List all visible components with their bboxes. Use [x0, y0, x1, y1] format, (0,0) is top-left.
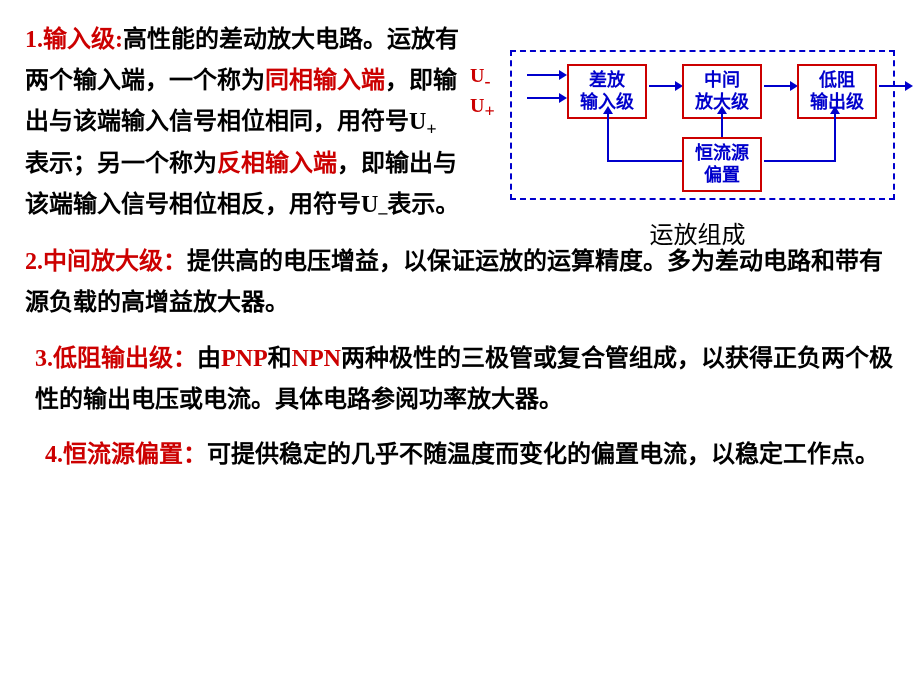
- arrow-2-3: [764, 85, 790, 87]
- arrow-4-to-1: [607, 114, 609, 162]
- u-plus-label: U+: [470, 95, 495, 122]
- paragraph-1: 1.输入级:高性能的差动放大电路。运放有两个输入端，一个称为同相输入端，即输出与…: [25, 20, 465, 227]
- arrow-out: [879, 85, 905, 87]
- u-plus-b: +: [484, 101, 494, 121]
- section-1-text3: 表示；另一个称为: [25, 151, 217, 177]
- box2-line1: 中间: [692, 70, 752, 92]
- section-1-sym1a: U: [409, 109, 426, 135]
- box3-line1: 低阻: [807, 70, 867, 92]
- section-1-sym2b: –: [378, 202, 387, 222]
- arrow-4-to-2: [721, 114, 723, 137]
- section-3-npn: NPN: [292, 346, 341, 372]
- arrow-in-top: [527, 74, 559, 76]
- section-1-text5: 表示。: [387, 192, 459, 218]
- box4-line2: 偏置: [692, 165, 752, 187]
- arrow-4-to-3: [834, 114, 836, 162]
- section-3-t1: 由: [197, 346, 221, 372]
- block-diagram: 差放 输入级 中间 放大级 低阻 输出级 恒流源 偏置: [510, 50, 895, 200]
- section-1-label: 1.输入级:: [25, 27, 123, 53]
- line-4-right-h: [764, 160, 836, 162]
- box1-line1: 差放: [577, 70, 637, 92]
- section-2-label: 2.中间放大级：: [25, 249, 187, 275]
- line-4-left-h: [607, 160, 682, 162]
- paragraph-3: 3.低阻输出级：由PNP和NPN两种极性的三极管或复合管组成，以获得正负两个极性…: [25, 339, 895, 421]
- diagram-area: U- U+ 差放 输入级 中间 放大级 低阻 输出级 恒流源 偏置: [475, 50, 895, 250]
- section-4-label: 4.恒流源偏置：: [45, 442, 207, 468]
- section-3-pnp: PNP: [221, 346, 268, 372]
- u-plus-a: U: [470, 95, 484, 117]
- u-minus-a: U: [470, 65, 484, 87]
- section-1-red2: 反相输入端: [217, 151, 337, 177]
- section-1-sym1b: +: [426, 118, 436, 138]
- arrow-1-2: [649, 85, 675, 87]
- section-1-red1: 同相输入端: [265, 68, 385, 94]
- box4-line1: 恒流源: [692, 143, 752, 165]
- box-current-source: 恒流源 偏置: [682, 137, 762, 192]
- u-minus-b: -: [484, 71, 490, 91]
- paragraph-2: 2.中间放大级：提供高的电压增益，以保证运放的运算精度。多为差动电路和带有源负载…: [25, 242, 895, 324]
- section-4-text: 可提供稳定的几乎不随温度而变化的偏置电流，以稳定工作点。: [207, 442, 879, 468]
- section-1-sym2a: U: [361, 192, 378, 218]
- section-3-t2: 和: [268, 346, 292, 372]
- section-3-label: 3.低阻输出级：: [35, 346, 197, 372]
- arrow-in-bottom: [527, 97, 559, 99]
- paragraph-4: 4.恒流源偏置：可提供稳定的几乎不随温度而变化的偏置电流，以稳定工作点。: [25, 435, 895, 476]
- u-minus-label: U-: [470, 65, 490, 92]
- diagram-caption: 运放组成: [505, 215, 890, 250]
